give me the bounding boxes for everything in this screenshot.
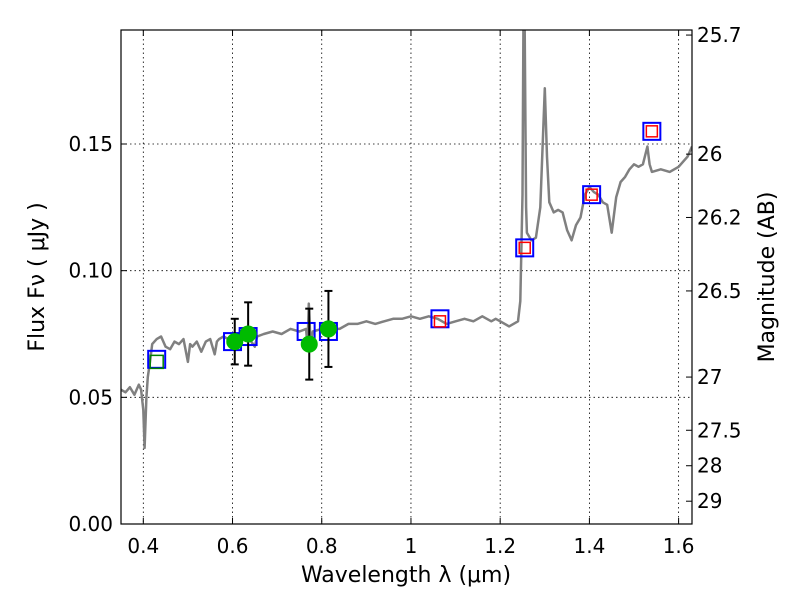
y2-tick-label: 28 — [697, 454, 722, 478]
red-square-marker — [585, 188, 598, 201]
axis-ticks: 0.4 0.6 0.8 1 1.2 1.4 1.6 0.00 0.05 0.10 0.15 25.7 2… — [68, 23, 741, 558]
y2-tick-label: 26.5 — [697, 279, 742, 303]
green-circle-marker — [300, 335, 318, 353]
x-tick-label: 1.4 — [573, 534, 605, 558]
y2-tick-label: 26.2 — [697, 205, 742, 229]
y-axis-label: Flux Fν ( μJy ) — [25, 202, 50, 351]
red-square-marker — [518, 241, 531, 255]
x-tick-label: 0.8 — [306, 534, 338, 558]
green-square-marker — [149, 354, 164, 370]
green-circle-marker — [226, 333, 244, 351]
blue-square-marker — [515, 238, 535, 258]
y2-tick-label: 27 — [697, 365, 722, 389]
y-tick-label: 0.15 — [68, 132, 113, 156]
x-tick-label: 1 — [405, 534, 418, 558]
x-tick-label: 0.4 — [127, 534, 159, 558]
model-spectrum-layer — [121, 30, 692, 450]
red-square-marker — [645, 125, 659, 138]
plot-frame — [120, 29, 693, 525]
y2-tick-label: 27.5 — [697, 418, 742, 442]
green-circle-marker — [239, 325, 257, 343]
x-tick-label: 1.2 — [484, 534, 516, 558]
y-tick-label: 0.00 — [68, 512, 113, 536]
photometry-markers — [147, 121, 662, 381]
y2-tick-label: 29 — [697, 489, 722, 513]
grid-lines — [121, 30, 692, 525]
x-tick-label: 0.6 — [217, 534, 249, 558]
blue-square-marker — [642, 121, 662, 141]
y-tick-label: 0.05 — [68, 385, 113, 409]
blue-square-marker — [582, 185, 602, 205]
x-axis-label: Wavelength λ (μm) — [301, 563, 511, 588]
y2-tick-label: 25.7 — [697, 23, 742, 47]
red-square-marker — [433, 315, 447, 328]
green-circle-marker — [319, 320, 337, 338]
model-spectrum-line — [121, 30, 692, 450]
y2-axis-label: Magnitude (AB) — [755, 192, 780, 363]
x-tick-label: 1.6 — [663, 534, 695, 558]
y-tick-label: 0.10 — [68, 259, 113, 283]
y2-tick-label: 26 — [697, 142, 722, 166]
